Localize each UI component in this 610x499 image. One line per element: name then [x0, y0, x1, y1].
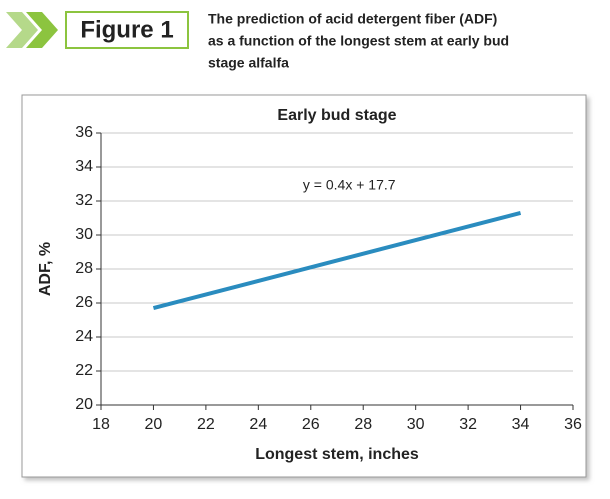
y-tick-label: 36: [75, 124, 93, 141]
data-line: [152, 210, 522, 311]
y-axis-label: ADF, %: [37, 242, 54, 296]
x-tick-label: 30: [407, 416, 425, 433]
x-axis-label: Longest stem, inches: [255, 446, 419, 463]
caption-line: The prediction of acid detergent fiber (…: [208, 11, 497, 27]
y-tick-label: 32: [75, 192, 93, 209]
x-tick-label: 18: [92, 416, 110, 433]
x-tick-label: 32: [459, 416, 477, 433]
y-tick-label: 24: [75, 328, 93, 345]
chevron: [6, 12, 38, 48]
figure-label-box: [65, 11, 189, 49]
x-tick-label: 26: [302, 416, 320, 433]
x-tick-label: 34: [512, 416, 530, 433]
caption-line: stage alfalfa: [208, 55, 289, 71]
y-tick-label: 22: [75, 362, 93, 379]
figure-label: Figure 1: [80, 16, 173, 43]
y-tick-label: 26: [75, 294, 93, 311]
chevron: [26, 12, 58, 48]
chart-frame: [21, 94, 587, 478]
y-tick-label: 28: [75, 260, 93, 277]
x-tick-label: 20: [145, 416, 163, 433]
x-tick-label: 36: [564, 416, 582, 433]
x-tick-label: 22: [197, 416, 215, 433]
y-tick-label: 20: [75, 396, 93, 413]
caption-line: as a function of the longest stem at ear…: [208, 33, 509, 49]
x-tick-label: 24: [249, 416, 267, 433]
chart-title: Early bud stage: [277, 107, 396, 124]
y-tick-label: 30: [75, 226, 93, 243]
y-tick-label: 34: [75, 158, 93, 175]
x-tick-label: 28: [354, 416, 372, 433]
chart: Early bud stage Longest stem, inches ADF…: [37, 107, 582, 463]
annotation: y = 0.4x + 17.7: [303, 176, 396, 192]
